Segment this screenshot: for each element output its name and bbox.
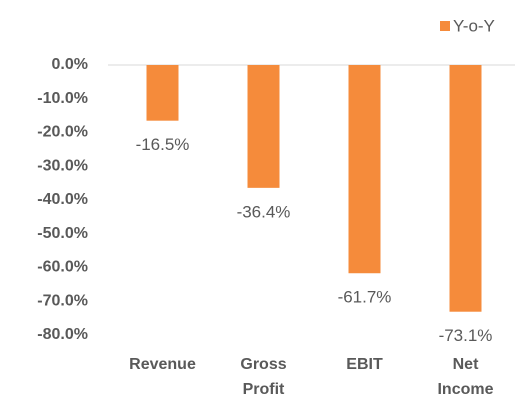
y-tick-label: -80.0% bbox=[37, 326, 88, 343]
bar bbox=[348, 65, 381, 274]
x-tick-label: EBIT bbox=[346, 356, 383, 373]
data-label: -73.1% bbox=[439, 326, 493, 345]
y-tick-label: -70.0% bbox=[37, 292, 88, 309]
legend-label: Y-o-Y bbox=[453, 16, 495, 35]
y-tick-label: -50.0% bbox=[37, 225, 88, 242]
y-tick-label: 0.0% bbox=[52, 56, 88, 73]
data-label: -61.7% bbox=[338, 288, 392, 307]
bar bbox=[449, 65, 482, 312]
x-tick-label: Revenue bbox=[129, 356, 196, 373]
data-label: -36.4% bbox=[237, 202, 291, 221]
x-tick-label: Gross Profit bbox=[240, 356, 287, 398]
y-tick-label: -40.0% bbox=[37, 191, 88, 208]
y-tick-label: -10.0% bbox=[37, 90, 88, 107]
data-label: -16.5% bbox=[136, 135, 190, 154]
y-tick-label: -60.0% bbox=[37, 259, 88, 276]
legend-swatch bbox=[440, 21, 450, 31]
y-tick-label: -30.0% bbox=[37, 157, 88, 174]
y-tick-label: -20.0% bbox=[37, 124, 88, 141]
bar bbox=[247, 65, 280, 188]
bar bbox=[146, 65, 179, 121]
x-tick-label: Net Income bbox=[437, 356, 494, 398]
